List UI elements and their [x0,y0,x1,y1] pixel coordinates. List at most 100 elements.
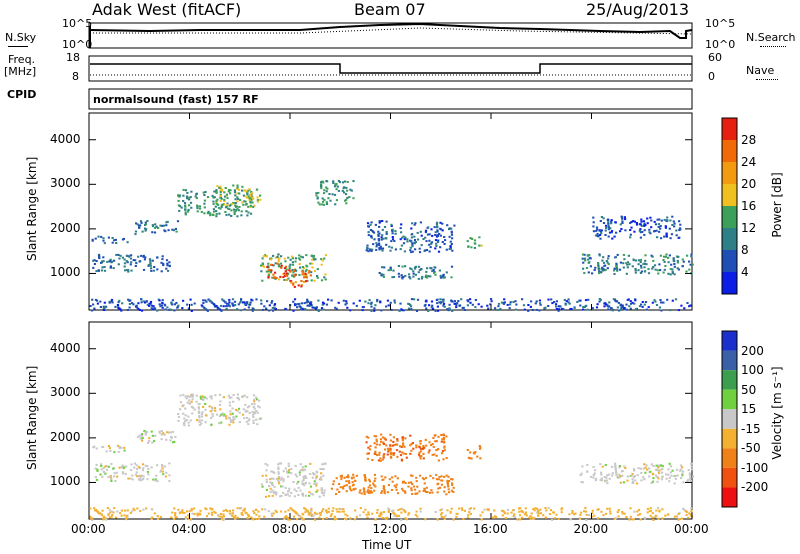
vel-cell-2 [151,441,154,444]
power-cell-14 [522,304,526,307]
vel-cell-9 [492,516,495,519]
power-cell-5 [323,276,326,279]
vel-cell-9 [549,509,553,511]
vel-cell-4 [301,480,304,483]
vel-cell-6 [419,447,422,450]
power-cell-8 [317,201,320,204]
vel-cell-9 [400,518,403,521]
power-cell-8 [343,180,347,183]
power-cell-14 [306,304,309,307]
power-cell-14 [616,306,619,309]
power-cell-12 [606,267,609,270]
vel-cell-5 [340,477,343,480]
power-cell-5 [298,263,301,265]
vel-cell-4 [284,467,287,470]
vel-cell-9 [327,510,330,513]
power-cell-12 [658,263,661,266]
vel-cell-8 [660,478,663,481]
vel-cell-9 [126,516,129,519]
vel-cell-9 [690,507,693,510]
power-cell-12 [685,270,688,273]
vel-cell-6 [381,458,384,461]
power-cell-14 [430,306,433,309]
power-cell-3 [186,191,189,194]
power-cell-10 [401,265,404,268]
vel-cell-0 [141,478,144,481]
power-cell-14 [677,309,680,312]
vel-cell-8 [615,474,618,477]
power-cell-10 [408,276,411,279]
vel-cell-9 [545,509,548,512]
y-tick-label: 4000 [50,131,81,146]
vel-cell-9 [467,514,470,517]
power-cell-8 [345,186,348,189]
power-cell-12 [631,265,634,268]
vel-cell-3 [256,411,259,414]
power-cell-0 [149,261,152,264]
power-cell-8 [334,183,337,186]
vel-cell-4 [299,469,302,472]
power-cell-10 [404,265,407,268]
power-cell-8 [322,203,326,206]
power-cell-9 [378,232,381,235]
power-cell-7 [304,280,308,283]
x-tick-label: 08:00 [272,522,307,536]
power-cell-14 [454,302,457,305]
vel-cell-5 [348,482,351,484]
power-cell-13 [658,218,661,221]
vel-cell-9 [571,512,574,514]
power-cell-14 [303,302,306,305]
power-cell-14 [247,303,250,306]
vel-cell-0 [162,473,165,476]
power-cell-12 [663,255,666,258]
power-cell-9 [393,240,396,242]
power-cell-13 [602,217,605,220]
power-cell-13 [599,230,603,233]
power-cell-1 [97,235,100,238]
power-cell-11 [473,239,477,242]
power-cell-12 [651,255,654,258]
vel-cell-8 [624,467,627,470]
power-cell-13 [638,229,641,232]
power-cell-2 [151,231,154,234]
vel-cell-5 [414,493,417,495]
vel-cell-9 [649,514,652,517]
power-cell-4 [223,200,226,203]
vel-cell-9 [222,515,225,518]
power-cell-14 [380,309,383,312]
vel-cell-9 [529,517,532,520]
vel-cell-4 [273,485,276,488]
vel-cell-9 [173,518,176,521]
vel-cell-5 [368,484,372,487]
power-cell-12 [677,268,680,271]
power-cell-9 [365,249,368,252]
vel-cell-8 [594,477,597,480]
vel-cell-9 [637,508,641,511]
vel-cell-6 [434,434,437,437]
vel-cell-9 [112,511,115,514]
vel-cell-4 [315,475,318,478]
power-cell-9 [391,236,394,238]
power-cell-14 [398,309,401,312]
power-cell-3 [184,213,187,216]
vel-cell-5 [367,490,370,493]
power-cell-0 [112,267,115,270]
vel-cell-8 [650,463,653,466]
vel-cell-4 [294,473,297,476]
vel-cell-9 [341,510,344,513]
vel-cell-9 [239,507,242,510]
vel-cell-3 [223,413,226,416]
power-cell-9 [411,244,414,247]
vel-cell-5 [380,475,383,478]
vel-cell-5 [441,479,444,482]
vel-cell-8 [634,479,637,482]
vel-cell-9 [382,511,386,513]
power-cell-0 [150,269,153,272]
power-cell-12 [622,262,625,265]
vel-cell-9 [283,517,286,520]
vel-cell-2 [158,431,161,434]
power-cell-5 [265,270,268,273]
power-cell-14 [173,309,176,312]
vel-cell-4 [277,466,280,469]
vel-cell-3 [228,401,231,404]
